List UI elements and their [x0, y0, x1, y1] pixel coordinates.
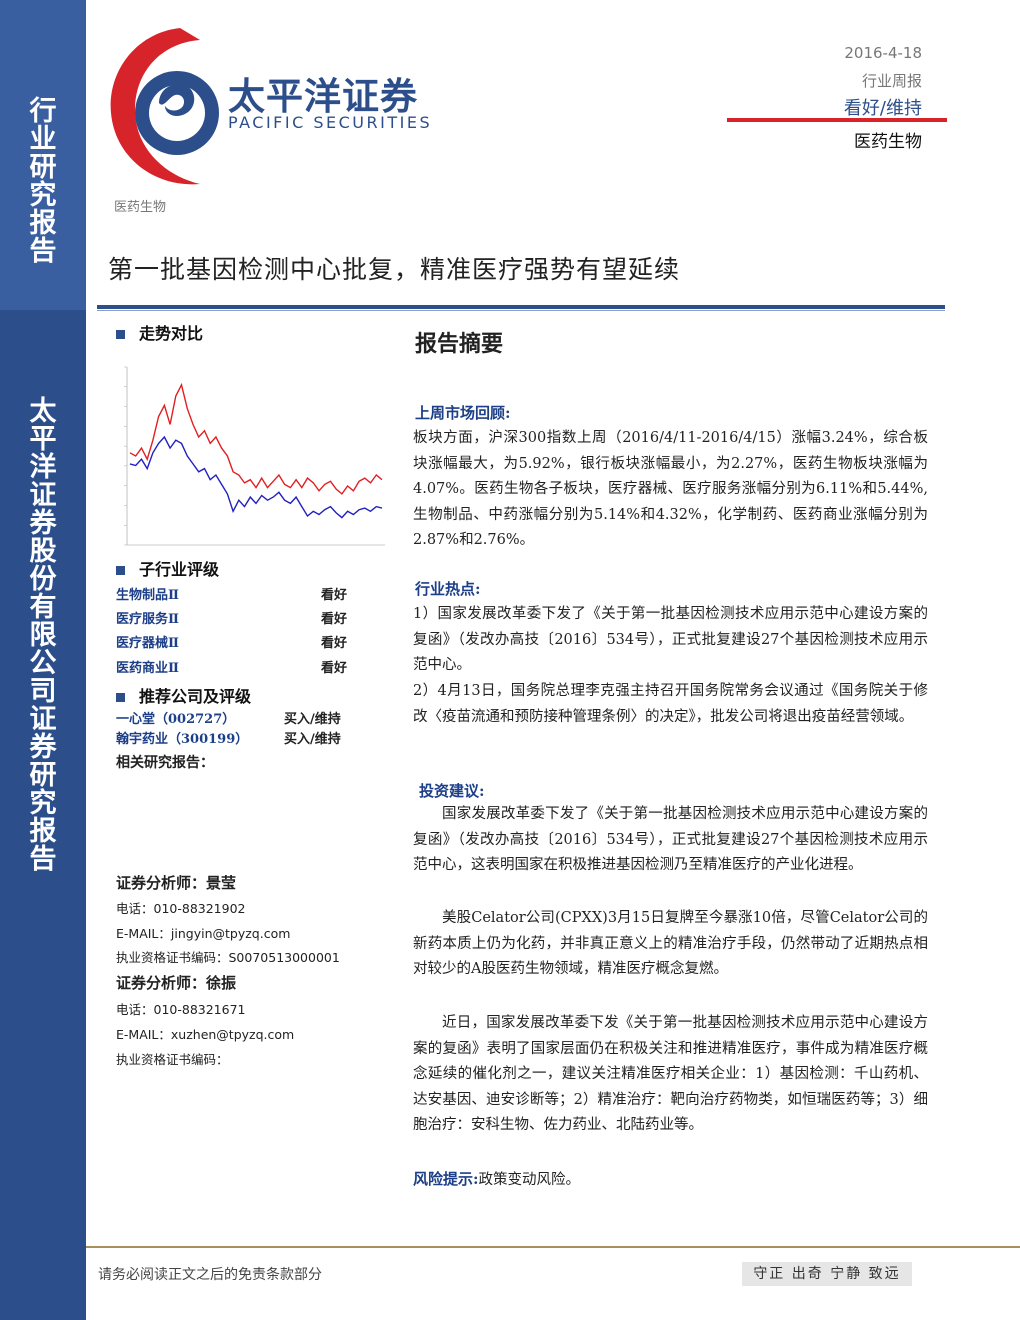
rating-row: 医疗器械Ⅱ 看好 [116, 636, 348, 651]
page-title: 第一批基因检测中心批复，精准医疗强势有望延续 [108, 255, 681, 284]
risk-text: 政策变动风险。 [478, 1172, 581, 1188]
investment-para-3: 近日，国家发展改革委下发《关于第一批基因检测技术应用示范中心建设方案的复函》表明… [413, 1015, 928, 1134]
analyst-cert: 执业资格证书编码：S0070513000001 [116, 950, 340, 965]
industry-rating-heading: 子行业评级 [116, 556, 219, 580]
sector-label: 医药生物 [114, 200, 167, 215]
risk-heading: 风险提示: [413, 1170, 479, 1188]
trend-chart [124, 366, 385, 546]
rating-row: 医药商业Ⅱ 看好 [116, 661, 348, 676]
chart-series-line [129, 382, 383, 495]
analyst-phone: 电话：010-88321671 [116, 1002, 246, 1017]
footer-line [86, 1246, 1020, 1248]
hot-topics-heading: 行业热点: [415, 580, 481, 598]
logo-text-cn: 太平洋证券 [228, 75, 418, 118]
header-sector: 医药生物 [854, 132, 922, 152]
company-motto: 守正 出奇 宁静 致远 [742, 1262, 912, 1286]
risk-line: 风险提示:政策变动风险。 [413, 1167, 928, 1194]
market-review-heading: 上周市场回顾: [415, 404, 511, 422]
analyst-name: 证券分析师：徐振 [116, 974, 237, 992]
analyst-email[interactable]: E-MAIL：xuzhen@tpyzq.com [116, 1027, 295, 1042]
abstract-title: 报告摘要 [415, 331, 504, 357]
analyst-phone: 电话：010-88321902 [116, 901, 246, 916]
analyst-name: 证券分析师：景莹 [116, 874, 237, 892]
investment-para-1: 国家发展改革委下发了《关于第一批基因检测技术应用示范中心建设方案的复函》（发改办… [413, 806, 928, 874]
market-review-text: 板块方面，沪深300指数上周（2016/4/11-2016/4/15）涨幅3.2… [413, 430, 928, 549]
hot-topic-1: 1）国家发展改革委下发了《关于第一批基因检测技术应用示范中心建设方案的复函》（发… [413, 606, 928, 674]
pacific-securities-logo-icon [110, 28, 219, 185]
analyst-cert: 执业资格证书编码： [116, 1052, 229, 1067]
sidebar-bottom-text: 太平洋证券股份有限公司证券研究报告 [29, 396, 57, 875]
sidebar-top-text: 行业研究报告 [29, 96, 57, 267]
square-bullet-icon [116, 566, 125, 575]
disclaimer-note: 请务必阅读正文之后的免责条款部分 [98, 1267, 322, 1283]
company-row: 一心堂（002727） 买入/维持 [116, 712, 341, 727]
investment-para-2: 美股Celator公司(CPXX)3月15日复牌至今暴涨10倍，尽管Celato… [413, 910, 928, 978]
chart-axes [126, 367, 385, 546]
title-rule-thin [97, 310, 945, 311]
rating-row: 生物制品Ⅱ 看好 [116, 588, 348, 603]
trend-heading: 走势对比 [116, 320, 203, 344]
companies-heading: 推荐公司及评级 [116, 683, 251, 707]
sidebar: 行业研究报告 太平洋证券股份有限公司证券研究报告 [0, 0, 86, 1320]
company-row: 翰宇药业（300199） 买入/维持 [116, 732, 341, 747]
square-bullet-icon [116, 693, 125, 702]
report-type: 行业周报 [861, 72, 922, 90]
report-date: 2016-4-18 [844, 44, 922, 62]
logo-text-en: PACIFIC SECURITIES [228, 113, 433, 132]
investment-heading: 投资建议: [419, 782, 485, 800]
sidebar-top-band [0, 0, 86, 310]
square-bullet-icon [116, 330, 125, 339]
related-reports: 相关研究报告： [116, 755, 214, 771]
chart-series-line [129, 435, 383, 519]
hot-topic-2: 2）4月13日，国务院总理李克强主持召开国务院常务会议通过《国务院关于修改〈疫苗… [413, 683, 928, 725]
analyst-email[interactable]: E-MAIL：jingyin@tpyzq.com [116, 926, 291, 941]
rating-label: 看好/维持 [843, 98, 922, 119]
header-red-line [727, 118, 947, 122]
rating-row: 医疗服务Ⅱ 看好 [116, 612, 348, 627]
title-rule [97, 305, 945, 309]
